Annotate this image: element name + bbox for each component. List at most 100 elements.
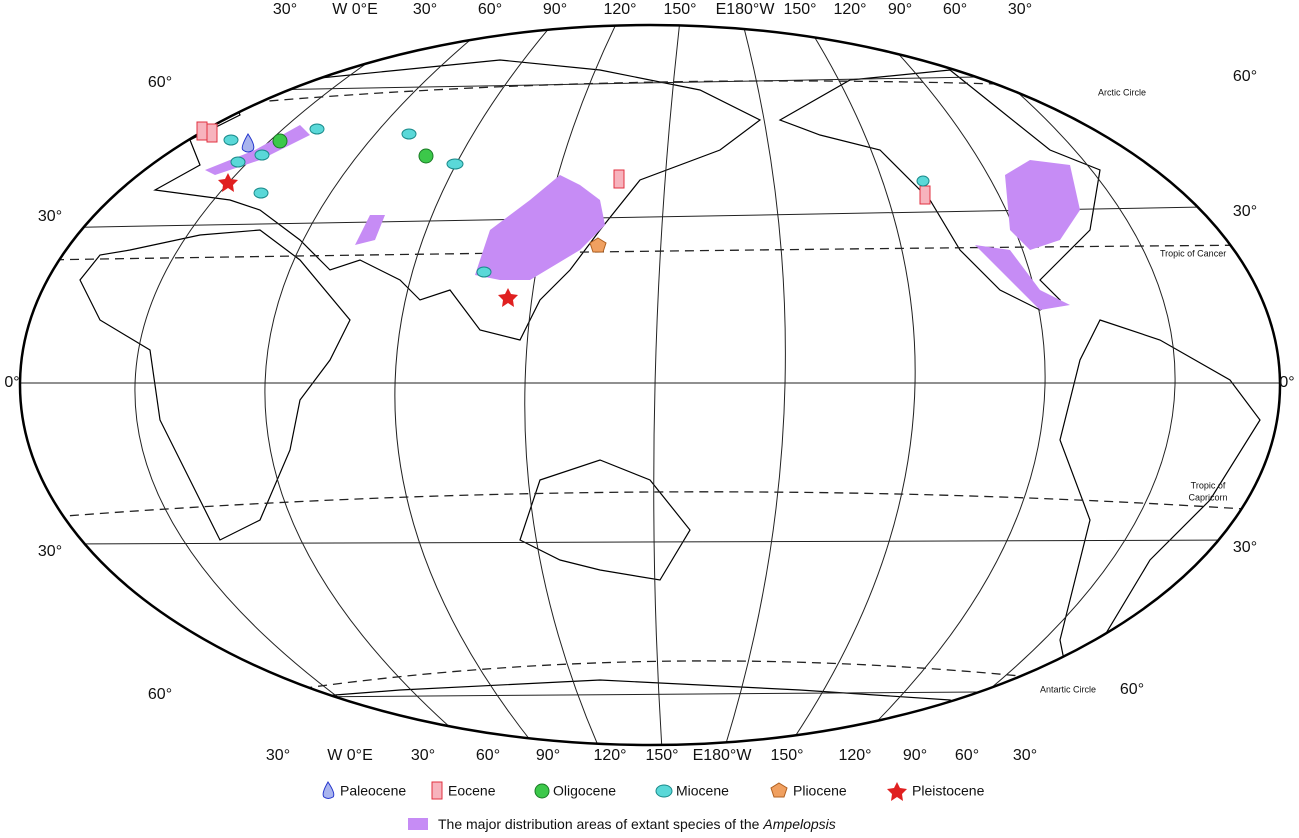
top-label: 120° [603, 1, 636, 18]
meridian [134, 25, 433, 745]
antarctic-label: Antartic Circle [1040, 684, 1096, 694]
right-label: 30° [1233, 203, 1257, 220]
miocene-sites [223, 123, 930, 278]
top-label: 90° [888, 1, 912, 18]
bottom-label: 30° [266, 747, 290, 764]
meridian [653, 25, 681, 745]
miocene-site [254, 149, 270, 161]
meridian [264, 25, 495, 745]
right-label: 60° [1233, 68, 1257, 85]
africa [79, 229, 351, 541]
antarctica [268, 679, 1002, 745]
legend-symbol [770, 782, 788, 798]
meridian [394, 25, 557, 745]
top-label: E180°W [716, 1, 776, 18]
right-label: 30° [1233, 539, 1257, 556]
miocene-site [476, 266, 492, 278]
miocene-site [401, 128, 417, 140]
eocene-site [206, 123, 218, 143]
legend-label: Miocene [676, 783, 729, 799]
left-label: 30° [38, 543, 62, 560]
bottom-label: 60° [476, 747, 500, 764]
top-label: 120° [833, 1, 866, 18]
top-label: 30° [273, 1, 297, 18]
miocene-site [223, 134, 239, 146]
left-label: 0° [4, 374, 19, 391]
capricorn-label: Capricorn [1188, 492, 1227, 502]
top-label: 30° [1008, 1, 1032, 18]
area-east-na [1005, 160, 1080, 250]
tropic-of-capricorn [39, 491, 1261, 519]
meridian [785, 25, 916, 745]
meridian [723, 25, 786, 745]
bottom-label: W 0°E [327, 747, 373, 764]
paleocene-site [241, 133, 255, 153]
oligocene-site [418, 148, 434, 164]
capricorn-label: Tropic of [1191, 480, 1226, 490]
area-east-asia [475, 175, 605, 280]
eocene-site [196, 121, 208, 141]
parallel [39, 539, 1261, 545]
miocene-site [916, 175, 930, 187]
bottom-label: 60° [955, 747, 979, 764]
miocene-site [309, 123, 325, 135]
top-label: 30° [413, 1, 437, 18]
north-america [778, 69, 1101, 311]
legend-label: Paleocene [340, 783, 406, 799]
tropic-of-cancer [39, 244, 1261, 261]
top-label: W 0°E [332, 1, 378, 18]
area-central-asia [355, 215, 385, 245]
pliocene-site [589, 237, 607, 253]
top-label: 60° [943, 1, 967, 18]
top-label: 150° [783, 1, 816, 18]
bottom-label: 90° [536, 747, 560, 764]
right-label: 60° [1120, 681, 1144, 698]
note-italic: Ampelopsis [762, 816, 835, 832]
legend-label: Eocene [448, 783, 496, 799]
meridian [524, 25, 619, 745]
left-label: 60° [148, 74, 172, 91]
top-label: 90° [543, 1, 567, 18]
top-label: 60° [478, 1, 502, 18]
map-frame [18, 23, 1282, 747]
map-body [20, 25, 1280, 745]
legend: The major distribution areas of extant s… [322, 781, 907, 832]
legend-symbol [534, 783, 550, 799]
land-masses [79, 29, 1261, 745]
legend-symbol [887, 782, 907, 801]
arctic-circle [149, 80, 1251, 113]
pleistocene-site [218, 173, 238, 192]
bottom-label: 30° [1013, 747, 1037, 764]
eocene-site [613, 169, 625, 189]
area-mexico [975, 245, 1070, 310]
legend-note: The major distribution areas of extant s… [438, 816, 836, 832]
fossil-sites [196, 121, 931, 307]
bottom-label: 120° [838, 747, 871, 764]
left-label: 30° [38, 208, 62, 225]
note-text: The major distribution areas of extant s… [438, 816, 760, 832]
legend-label: Pliocene [793, 783, 847, 799]
miocene-site [230, 156, 246, 168]
miocene-site [446, 158, 464, 170]
legend-label: Pleistocene [912, 783, 985, 799]
bottom-label: 90° [903, 747, 927, 764]
arctic-label: Arctic Circle [1098, 87, 1146, 97]
legend-symbol [655, 784, 673, 798]
oligocene-site [272, 133, 288, 149]
meridian [847, 25, 1046, 745]
left-label: 60° [148, 686, 172, 703]
south-america [1059, 319, 1261, 692]
pleistocene-site [498, 288, 518, 307]
right-label: 0° [1279, 374, 1294, 391]
legend-symbol [322, 781, 335, 799]
meridian [909, 25, 1176, 745]
bottom-label: 120° [593, 747, 626, 764]
bottom-label: 150° [770, 747, 803, 764]
australia [519, 459, 691, 581]
miocene-site [253, 187, 269, 199]
labels: Arctic Circle Tropic of Cancer Tropic of… [4, 1, 1294, 764]
bottom-label: 30° [411, 747, 435, 764]
bottom-label: 150° [645, 747, 678, 764]
eocene-site [919, 185, 931, 205]
